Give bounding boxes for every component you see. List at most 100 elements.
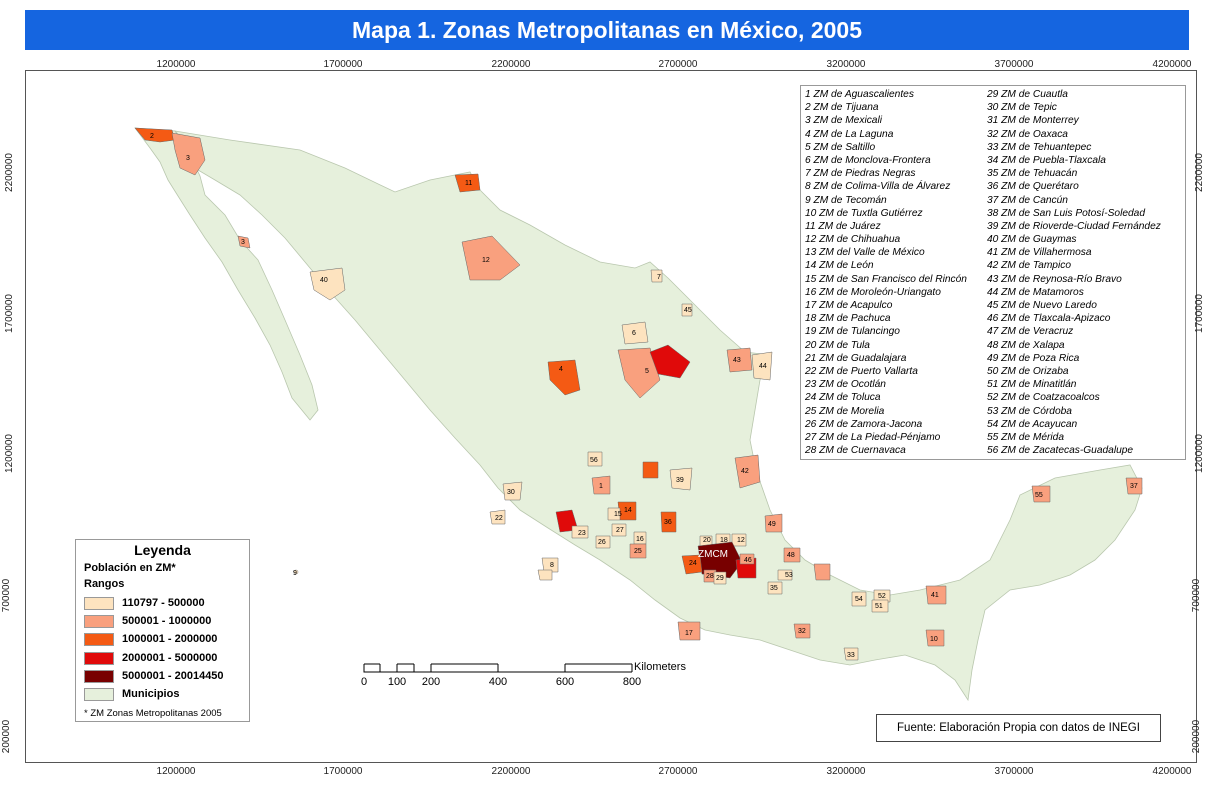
- zone-label: 6: [632, 330, 636, 337]
- legend-swatch: [84, 614, 114, 628]
- zone-3: [171, 132, 206, 176]
- zm-list-box: 1 ZM de Aguascalientes 2 ZM de Tijuana 3 Z…: [800, 85, 1186, 460]
- zmcm-label: ZMCM: [698, 549, 728, 560]
- zone-label: 23: [578, 530, 586, 537]
- zone-52: [873, 589, 891, 603]
- zone-56: [587, 451, 603, 467]
- legend-label: 110797 - 500000: [122, 597, 205, 609]
- zm-list-item: 41 ZM de Villahermosa: [987, 247, 1092, 259]
- zone-label: 16: [636, 536, 644, 543]
- zm-list-item: 36 ZM de Querétaro: [987, 181, 1079, 193]
- legend-swatch: [84, 669, 114, 683]
- zm-list-item: 17 ZM de Acapulco: [805, 300, 893, 311]
- zm-list-item: 44 ZM de Matamoros: [987, 286, 1084, 298]
- zm-list-item: 14 ZM de León: [805, 260, 874, 272]
- zone-label: 49: [768, 521, 776, 528]
- zm-list-item: 46 ZM de Tlaxcala-Apizaco: [987, 313, 1111, 325]
- zm-list-item: 4 ZM de La Laguna: [805, 128, 894, 140]
- zone-49: [764, 513, 783, 533]
- zone-3b: [237, 235, 251, 249]
- x-tick-top: 3700000: [994, 59, 1034, 70]
- zm-list-item: 7 ZM de Piedras Negras: [805, 168, 916, 180]
- legend: Leyenda Población en ZM* Rangos 110797 -…: [75, 539, 250, 722]
- zm-list-item: 34 ZM de Puebla-Tlaxcala: [987, 154, 1106, 166]
- zone-label: 3: [241, 239, 245, 246]
- zone-35: [767, 581, 783, 595]
- x-tick-top: 2700000: [658, 59, 698, 70]
- zone-label: 18: [720, 537, 728, 544]
- legend-label: 2000001 - 5000000: [122, 652, 218, 664]
- zm-list-item: 51 ZM de Minatitlán: [987, 379, 1077, 391]
- zm-list-item: 13 ZM del Valle de México: [805, 247, 925, 259]
- legend-ranges-label: Rangos: [84, 578, 125, 590]
- zone-label: 33: [847, 652, 855, 659]
- x-tick-bottom: 3200000: [826, 766, 866, 777]
- zone-label: 24: [689, 560, 697, 567]
- zone-4: [547, 359, 581, 396]
- zone-31: [649, 344, 691, 379]
- zone-label: 30: [507, 489, 515, 496]
- zone-label: 53: [785, 572, 793, 579]
- legend-swatch: [84, 632, 114, 646]
- zone-41: [925, 585, 947, 605]
- zone-40: [309, 267, 346, 301]
- x-tick-bottom: 2700000: [658, 766, 698, 777]
- zm-list-item: 32 ZM de Oaxaca: [987, 128, 1068, 140]
- zone-label: 29: [716, 575, 724, 582]
- zone-54: [851, 591, 867, 607]
- legend-item: 2000001 - 5000000: [84, 651, 217, 665]
- legend-swatch: [84, 596, 114, 610]
- scale-label: 800: [622, 676, 642, 688]
- baja-california-land: [134, 127, 319, 421]
- legend-label: Municipios: [122, 688, 180, 700]
- zone-label: 45: [684, 307, 692, 314]
- zone-51: [871, 599, 889, 613]
- scale-label: 400: [488, 676, 508, 688]
- zone-label: 56: [590, 457, 598, 464]
- zone-label: 7: [657, 274, 661, 281]
- map-title: Mapa 1. Zonas Metropolitanas en México, …: [25, 10, 1189, 50]
- zone-label: 44: [759, 363, 767, 370]
- legend-note: * ZM Zonas Metropolitanas 2005: [84, 708, 222, 719]
- zone-label: 12: [737, 537, 745, 544]
- zm-list-item: 38 ZM de San Luis Potosí-Soledad: [987, 207, 1146, 219]
- zone-11: [454, 173, 481, 193]
- zm-list-left: 1 ZM de Aguascalientes 2 ZM de Tijuana 3 Z…: [805, 88, 967, 457]
- mainland-land: [173, 130, 1143, 702]
- zm-list-item: 3 ZM de Mexicali: [805, 115, 882, 127]
- zone-label: 55: [1035, 492, 1043, 499]
- zone-55: [1031, 485, 1051, 503]
- zm-list-item: 48 ZM de Xalapa: [987, 339, 1065, 351]
- zm-list-item: 6 ZM de Monclova-Frontera: [805, 154, 931, 166]
- zm-list-item: 24 ZM de Toluca: [805, 392, 881, 404]
- zone-label: 1: [599, 483, 603, 490]
- zm-list-item: 47 ZM de Veracruz: [987, 326, 1074, 338]
- x-tick-top: 4200000: [1152, 59, 1192, 70]
- metro-zones: [134, 127, 1143, 661]
- zone-5: [617, 347, 661, 399]
- zone-label: 35: [770, 585, 778, 592]
- zone-37: [1125, 477, 1143, 495]
- zm-list-item: 1 ZM de Aguascalientes: [805, 89, 914, 100]
- x-tick-bottom: 1700000: [323, 766, 363, 777]
- zm-list-item: 37 ZM de Cancún: [987, 194, 1068, 206]
- zm-list-item: 29 ZM de Cuautla: [987, 89, 1068, 100]
- zone-50: [777, 569, 793, 581]
- zone-label: 48: [787, 552, 795, 559]
- legend-item: 110797 - 500000: [84, 596, 205, 610]
- source-note: Fuente: Elaboración Propia con datos de …: [876, 714, 1161, 742]
- zone-label: 54: [855, 596, 863, 603]
- zone-47: [813, 563, 831, 581]
- legend-title: Leyenda: [134, 542, 191, 558]
- zm-list-item: 23 ZM de Ocotlán: [805, 379, 886, 391]
- zm-list-item: 30 ZM de Tepic: [987, 102, 1057, 114]
- zm-list-item: 27 ZM de La Piedad-Pénjamo: [805, 431, 941, 443]
- zm-list-item: 9 ZM de Tecomán: [805, 194, 887, 206]
- zone-38: [642, 461, 659, 479]
- zm-list-item: 26 ZM de Zamora-Jacona: [805, 418, 923, 430]
- zm-list-item: 25 ZM de Morelia: [805, 405, 885, 417]
- x-tick-bottom: 4200000: [1152, 766, 1192, 777]
- zone-label: 5: [645, 368, 649, 375]
- zone-26: [595, 535, 611, 549]
- legend-label: 5000001 - 20014450: [122, 670, 224, 682]
